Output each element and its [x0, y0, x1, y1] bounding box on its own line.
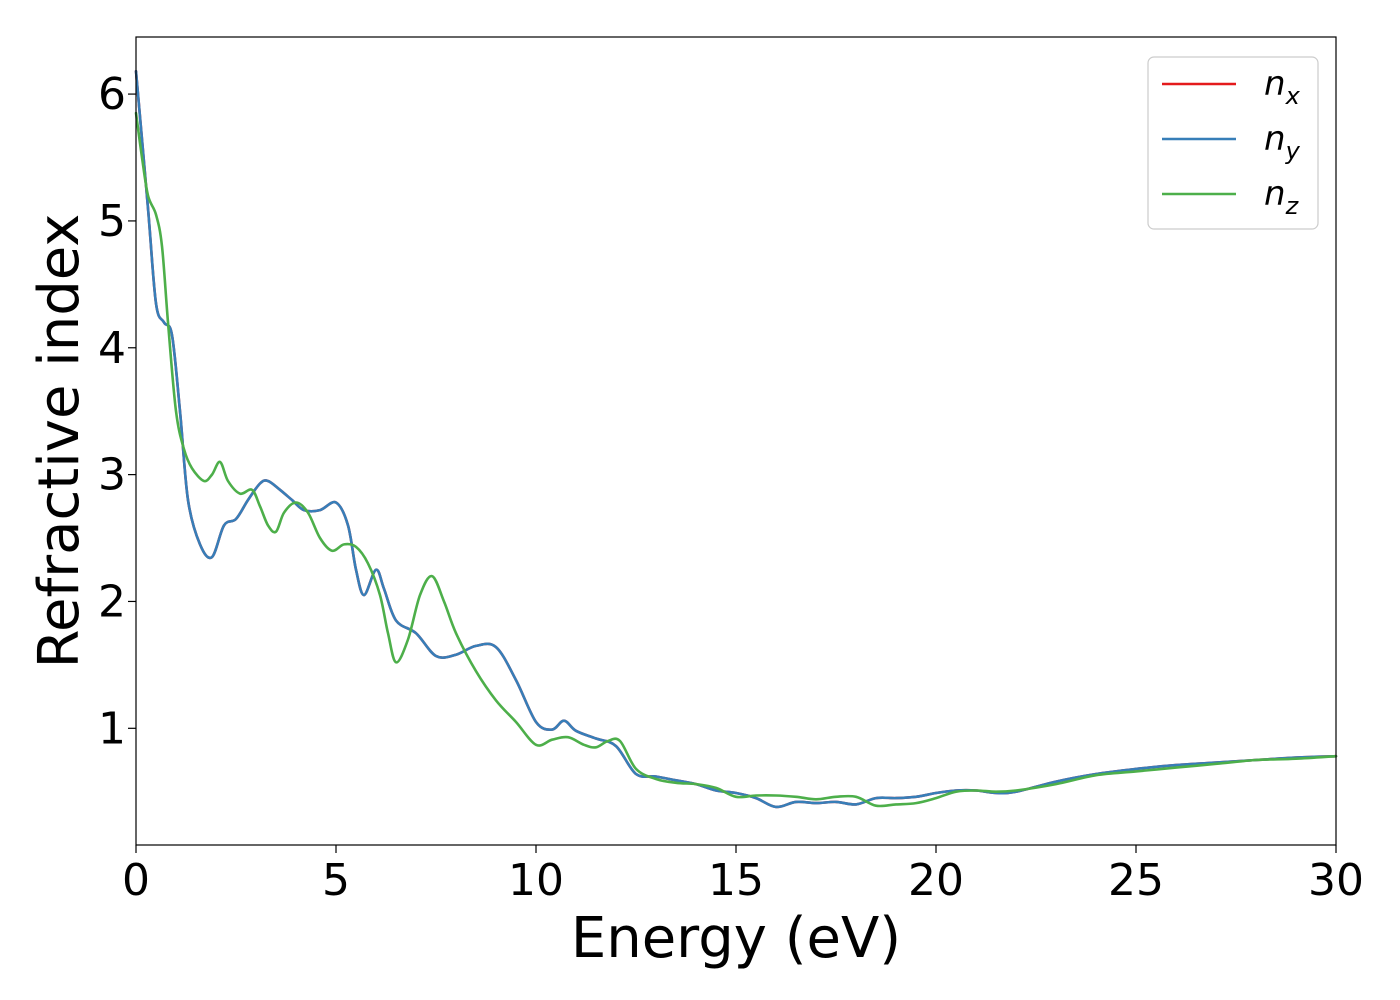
x-tick-label: 0: [122, 855, 150, 906]
legend: nx ny nz: [1147, 56, 1319, 230]
legend-items: nx ny nz: [1162, 64, 1301, 220]
series-layer: [134, 69, 1338, 809]
plot-background: [136, 37, 1336, 845]
y-tick-label: 3: [98, 450, 126, 501]
y-tick-label: 1: [98, 703, 126, 754]
x-tick-label: 10: [508, 855, 564, 906]
x-tick-label: 5: [322, 855, 350, 906]
x-tick-label: 30: [1308, 855, 1364, 906]
x-axis-title: Energy (eV): [571, 906, 901, 971]
x-axis-ticks: 0 5 10 15 20 25 30: [122, 845, 1364, 906]
y-tick-label: 5: [98, 196, 126, 247]
y-axis-title: Refractive index: [27, 214, 92, 669]
x-tick-label: 15: [708, 855, 764, 906]
series-line-z: [134, 111, 1338, 808]
legend-box: [1147, 56, 1319, 230]
legend-label-y: ny: [1264, 119, 1301, 165]
y-axis-ticks: 1 2 3 4 5 6: [98, 69, 136, 754]
x-tick-label: 25: [1108, 855, 1164, 906]
legend-label-x: nx: [1264, 64, 1301, 110]
x-tick-label: 20: [908, 855, 964, 906]
y-tick-label: 4: [98, 323, 126, 374]
legend-label-z: nz: [1264, 174, 1300, 220]
y-tick-label: 6: [98, 69, 126, 120]
y-tick-label: 2: [98, 576, 126, 627]
